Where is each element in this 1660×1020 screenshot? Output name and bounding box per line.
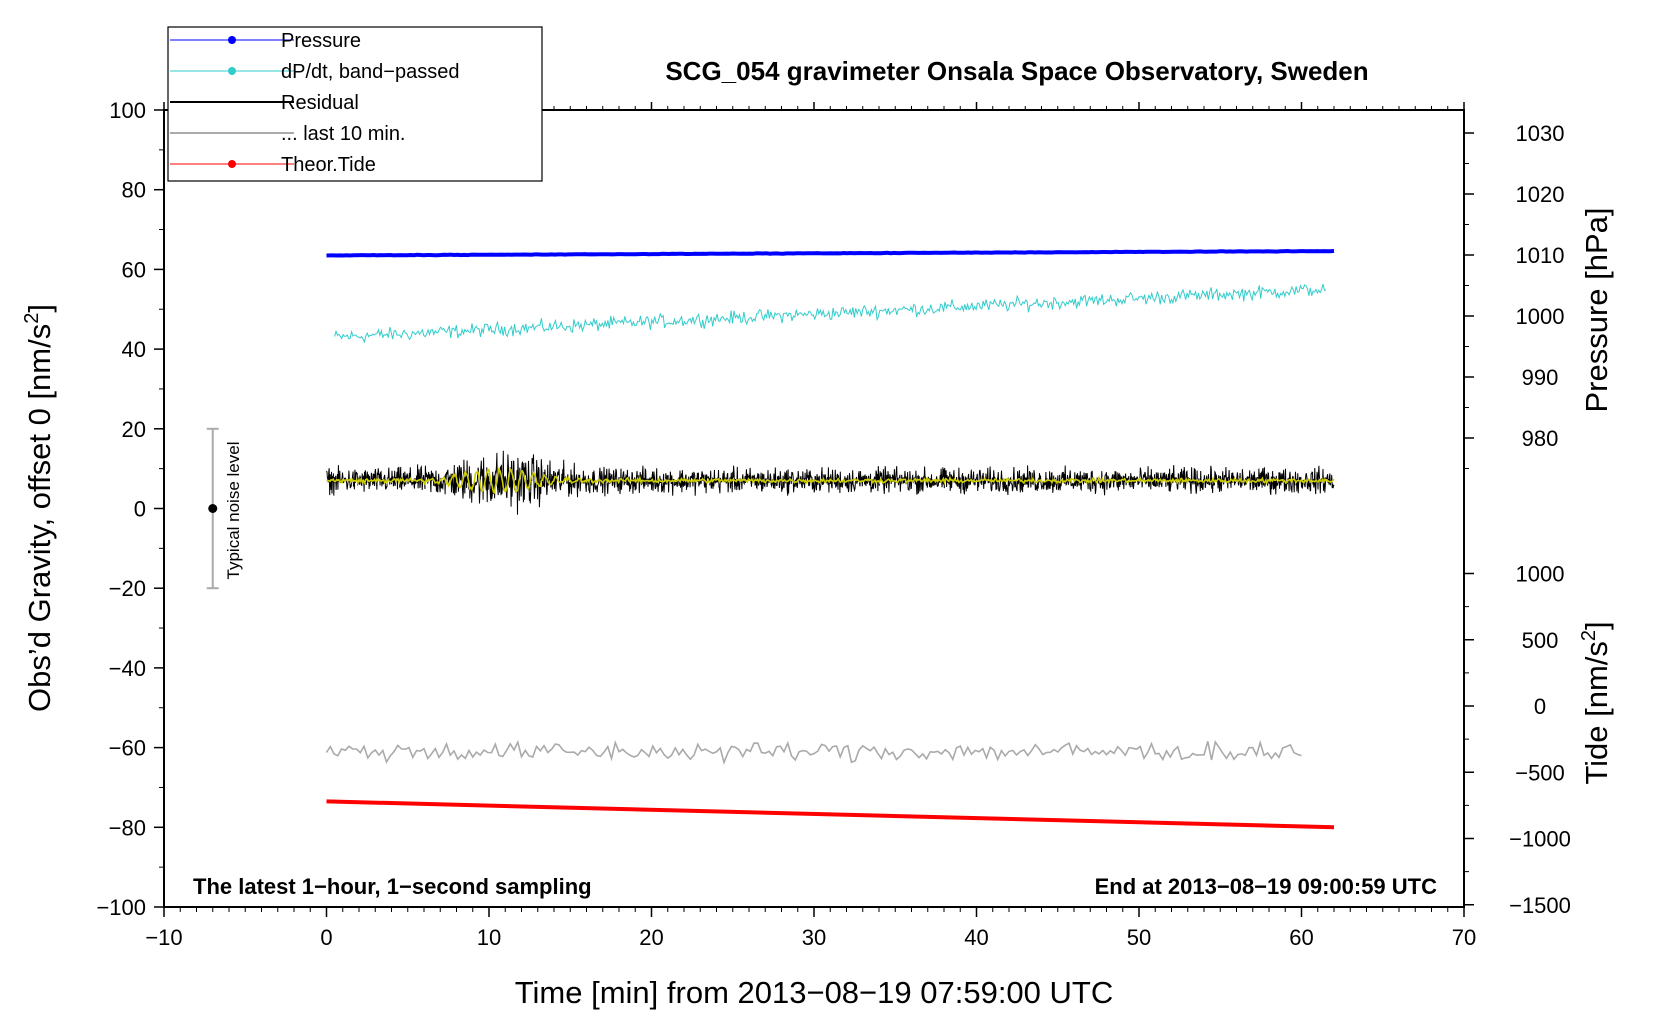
pressure-tick-label: 990 (1522, 365, 1559, 390)
noise-bar: Typical noise level (206, 427, 243, 590)
y-tick-label: −40 (109, 656, 146, 681)
x-axis-title: Time [min] from 2013−08−19 07:59:00 UTC (515, 975, 1114, 1010)
chart-title: SCG_054 gravimeter Onsala Space Observat… (665, 56, 1368, 86)
series-residual-smoothed (326, 466, 1335, 495)
axis-ticks: −10 0 10 20 30 40 50 60 70100806040200−20−40−60−… (96, 98, 1570, 950)
y-tick-label: 0 (134, 497, 146, 522)
y-axis-title-left: Obs’d Gravity, offset 0 [nm/s2] (21, 304, 57, 712)
legend-label: Theor.Tide (281, 154, 376, 176)
legend: Pressure dP/dt, band−passed Residual ... la… (167, 26, 543, 182)
legend-marker (228, 36, 236, 44)
series-layer (325, 248, 1335, 830)
y-tick-label: 80 (122, 178, 146, 203)
legend-label: Pressure (281, 30, 361, 52)
legend-marker (228, 160, 236, 168)
noise-bar-label: Typical noise level (224, 442, 243, 580)
pressure-tick-label: 1010 (1516, 243, 1565, 268)
x-tick-label: 50 (1127, 925, 1151, 950)
pressure-tick-label: 1030 (1516, 121, 1565, 146)
tide-tick-label: 500 (1522, 628, 1559, 653)
series-theor-tide (326, 799, 1335, 830)
pressure-tick-label: 980 (1522, 426, 1559, 451)
y-tick-label: 20 (122, 417, 146, 442)
tide-tick-label: −1000 (1509, 827, 1571, 852)
y-axis-title-pressure: Pressure [hPa] (1579, 207, 1614, 412)
y-axis-title-tide: Tide [nm/s2] (1578, 621, 1614, 784)
pressure-tick-label: 1020 (1516, 182, 1565, 207)
x-tick-label: 20 (639, 925, 663, 950)
x-tick-label: −10 (145, 925, 182, 950)
pressure-tick-label: 1000 (1516, 304, 1565, 329)
x-tick-label: 0 (320, 925, 332, 950)
legend-label: Residual (281, 92, 359, 114)
series-last-10-min (325, 739, 1302, 765)
y-tick-label: −20 (109, 576, 146, 601)
annotation-left: The latest 1−hour, 1−second sampling (193, 874, 592, 899)
tide-tick-label: 1000 (1516, 562, 1565, 587)
legend-label: dP/dt, band−passed (281, 61, 459, 83)
x-tick-label: 30 (802, 925, 826, 950)
y-tick-label: 60 (122, 257, 146, 282)
noise-bar-center-dot (208, 504, 218, 513)
annotation-right: End at 2013−08−19 09:00:59 UTC (1095, 874, 1438, 899)
x-tick-label: 10 (477, 925, 501, 950)
legend-marker (228, 67, 236, 75)
y-tick-label: −100 (96, 895, 146, 920)
y-tick-label: 100 (109, 98, 146, 123)
x-tick-label: 40 (964, 925, 988, 950)
series-pressure (326, 248, 1335, 258)
plot-frame (163, 109, 1465, 908)
x-tick-label: 70 (1452, 925, 1476, 950)
y-tick-label: −60 (109, 736, 146, 761)
series-dpdt (334, 283, 1327, 344)
y-tick-label: −80 (109, 815, 146, 840)
x-tick-label: 60 (1289, 925, 1313, 950)
legend-label: ... last 10 min. (281, 123, 406, 145)
tide-tick-label: 0 (1534, 694, 1546, 719)
tide-tick-label: −500 (1515, 760, 1565, 785)
y-tick-label: 40 (122, 337, 146, 362)
legend-box (167, 26, 543, 182)
tide-tick-label: −1500 (1509, 893, 1571, 918)
